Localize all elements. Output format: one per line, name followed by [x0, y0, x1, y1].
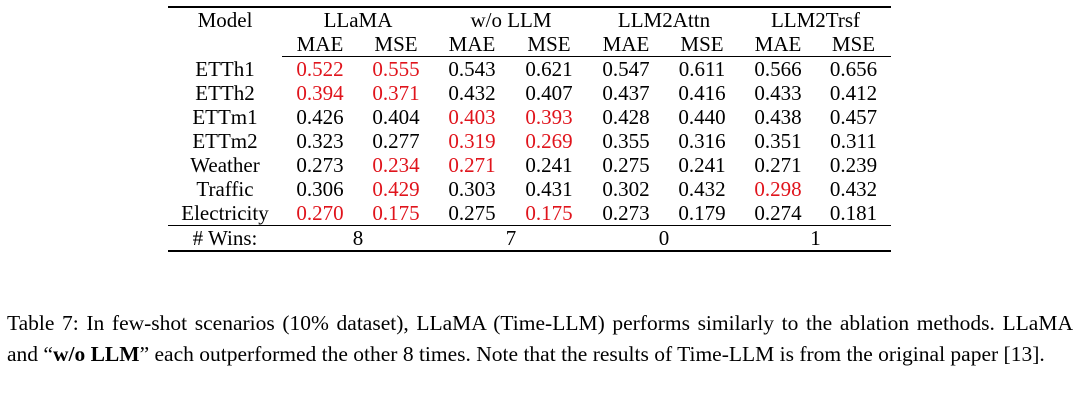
metric-value: 0.275 — [448, 201, 496, 225]
metric-value: 0.271 — [754, 153, 802, 177]
table-row: ETTm2 0.323 0.277 0.319 0.269 0.355 0.316 0.351… — [168, 129, 891, 153]
metric-value: 0.179 — [678, 201, 726, 225]
metric-value: 0.371 — [372, 81, 420, 105]
metric-value: 0.273 — [296, 153, 344, 177]
table-row: ETTh2 0.394 0.371 0.432 0.407 0.437 0.416 0.433… — [168, 81, 891, 105]
metric-value: 0.611 — [678, 57, 726, 81]
metric-value: 0.323 — [296, 129, 344, 153]
metric-value: 0.412 — [829, 81, 878, 105]
table-row: Electricity 0.270 0.175 0.275 0.175 0.273 0.17… — [168, 201, 891, 226]
metric-value: 0.175 — [372, 201, 420, 225]
metric-value: 0.432 — [829, 177, 878, 201]
wins-llm2trsf: 1 — [740, 225, 891, 252]
dataset-name: ETTm2 — [192, 129, 258, 153]
metric-value: 0.275 — [602, 153, 650, 177]
dataset-name: Electricity — [181, 201, 269, 225]
group-header-llm2trsf: LLM2Trsf — [740, 6, 891, 32]
caption-bold-text: w/o LLM — [52, 342, 140, 366]
metric-value: 0.426 — [296, 105, 344, 129]
table-row: Weather 0.273 0.234 0.271 0.241 0.275 0.241 0.2… — [168, 153, 891, 177]
metric-value: 0.351 — [754, 129, 802, 153]
caption-text-2: ” each outperformed the other 8 times. N… — [139, 342, 1045, 366]
metric-value: 0.416 — [678, 81, 726, 105]
dataset-name: Weather — [190, 153, 260, 177]
metric-value: 0.241 — [678, 153, 726, 177]
metric-value: 0.393 — [525, 105, 573, 129]
metric-header-mae: MAE — [282, 32, 358, 57]
dataset-name: Traffic — [196, 177, 254, 201]
wins-row: # Wins: 8 7 0 1 — [168, 225, 891, 252]
metric-value: 0.566 — [754, 57, 802, 81]
metric-value: 0.433 — [754, 81, 802, 105]
wins-llama: 8 — [282, 225, 434, 252]
dataset-name: ETTh2 — [195, 81, 255, 105]
metric-header-mae: MAE — [740, 32, 816, 57]
metric-header-mae: MAE — [588, 32, 664, 57]
metric-value: 0.175 — [525, 201, 573, 225]
metric-header-mse: MSE — [664, 32, 740, 57]
metric-value: 0.407 — [525, 81, 573, 105]
metric-header-mae: MAE — [434, 32, 510, 57]
metric-value: 0.440 — [678, 105, 726, 129]
dataset-name: ETTh1 — [195, 56, 255, 81]
metric-value: 0.555 — [372, 57, 420, 81]
metric-value: 0.181 — [829, 201, 878, 225]
metric-value: 0.270 — [296, 201, 344, 225]
metric-value: 0.234 — [372, 153, 420, 177]
metric-value: 0.274 — [754, 201, 802, 225]
metric-value: 0.621 — [525, 57, 573, 81]
caption-text-1: Table 7: In few-shot scenarios (10% data… — [7, 311, 1073, 366]
table-row: Traffic 0.306 0.429 0.303 0.431 0.302 0.432 0.2… — [168, 177, 891, 201]
metric-value: 0.438 — [754, 105, 802, 129]
metric-value: 0.432 — [448, 81, 496, 105]
metric-header-row: MAE MSE MAE MSE MAE MSE MAE MSE — [168, 32, 891, 57]
table-caption: Table 7: In few-shot scenarios (10% data… — [7, 308, 1073, 370]
metric-value: 0.428 — [602, 105, 650, 129]
results-table: Model LLaMA w/o LLM LLM2Attn LLM2Trsf MA… — [168, 6, 891, 252]
table-row: ETTm1 0.426 0.404 0.403 0.393 0.428 0.440 0.438… — [168, 105, 891, 129]
metric-value: 0.311 — [830, 129, 877, 153]
metric-value: 0.306 — [296, 177, 344, 201]
metric-value: 0.319 — [448, 129, 496, 153]
metric-value: 0.429 — [372, 177, 420, 201]
metric-value: 0.656 — [829, 57, 878, 81]
metric-value: 0.547 — [602, 57, 650, 81]
metric-value: 0.273 — [602, 201, 650, 225]
group-header-llama: LLaMA — [282, 6, 434, 32]
metric-header-mse: MSE — [510, 32, 588, 57]
model-column-header: Model — [168, 6, 282, 32]
group-header-wo-llm: w/o LLM — [434, 6, 588, 32]
wins-llm2attn: 0 — [588, 225, 740, 252]
metric-value: 0.404 — [372, 105, 420, 129]
metric-header-blank — [168, 32, 282, 57]
metric-value: 0.522 — [296, 57, 344, 81]
metric-value: 0.302 — [602, 177, 650, 201]
metric-value: 0.457 — [829, 105, 878, 129]
metric-value: 0.394 — [296, 81, 344, 105]
metric-value: 0.432 — [678, 177, 726, 201]
metric-value: 0.271 — [448, 153, 496, 177]
metric-value: 0.239 — [829, 153, 878, 177]
group-header-llm2attn: LLM2Attn — [588, 6, 740, 32]
dataset-name: ETTm1 — [192, 105, 258, 129]
metric-value: 0.437 — [602, 81, 650, 105]
table-row: ETTh1 0.522 0.555 0.543 0.621 0.547 0.611 0.566… — [168, 57, 891, 82]
metric-value: 0.241 — [525, 153, 573, 177]
metric-value: 0.355 — [602, 129, 650, 153]
metric-value: 0.431 — [525, 177, 573, 201]
metric-value: 0.277 — [372, 129, 420, 153]
wins-wo-llm: 7 — [434, 225, 588, 252]
results-body: ETTh1 0.522 0.555 0.543 0.621 0.547 0.611 0.566… — [168, 57, 891, 226]
metric-value: 0.543 — [448, 57, 496, 81]
wins-label: # Wins: — [168, 225, 282, 252]
metric-value: 0.316 — [678, 129, 726, 153]
metric-value: 0.298 — [754, 177, 802, 201]
metric-header-mse: MSE — [816, 32, 891, 57]
metric-value: 0.303 — [448, 177, 496, 201]
metric-value: 0.269 — [525, 129, 573, 153]
group-header-row: Model LLaMA w/o LLM LLM2Attn LLM2Trsf — [168, 6, 891, 32]
metric-value: 0.403 — [448, 105, 496, 129]
metric-header-mse: MSE — [358, 32, 434, 57]
